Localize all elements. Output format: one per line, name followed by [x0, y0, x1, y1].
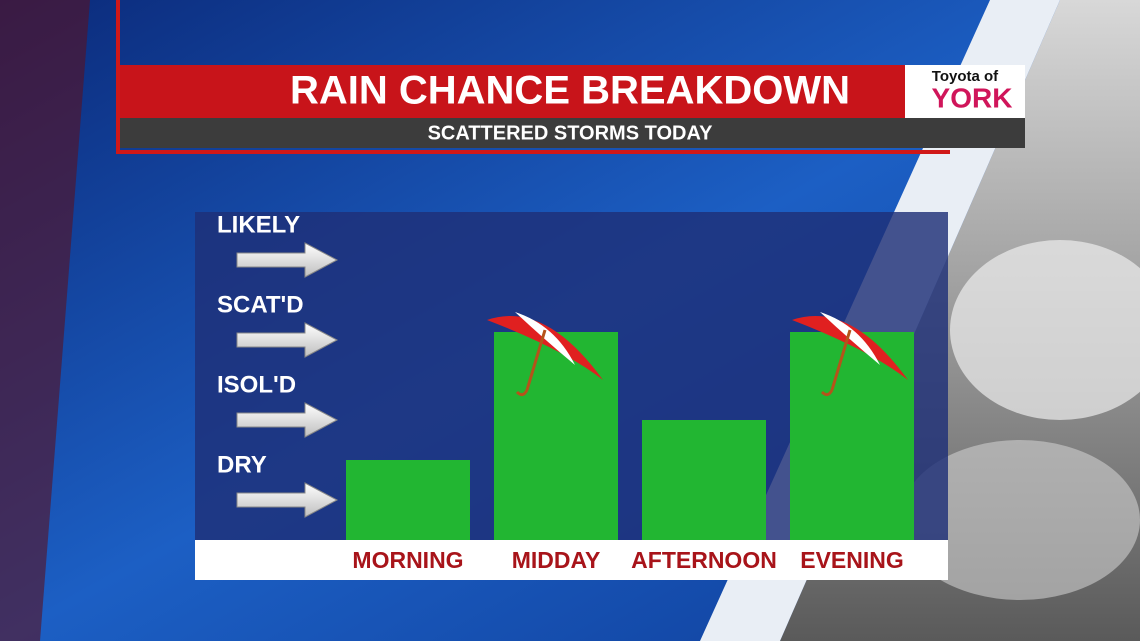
chart-title: RAIN CHANCE BREAKDOWN	[290, 69, 850, 113]
subtitle-bar	[120, 118, 1025, 148]
umbrella	[487, 312, 603, 397]
cloud	[950, 240, 1140, 420]
tick-arrow	[236, 482, 339, 518]
x-tick-label: EVENING	[800, 547, 904, 573]
tick-arrow	[236, 402, 339, 438]
x-tick-label: AFTERNOON	[631, 547, 777, 573]
y-tick-label: ISOL'D	[217, 371, 296, 398]
plot: DRY ISOL'D SCAT'D LIKELY MORNING MIDDAY AFTERN…	[217, 211, 914, 573]
background-stripe	[0, 0, 90, 641]
x-tick-label: MIDDAY	[512, 547, 601, 573]
chart-subtitle: SCATTERED STORMS TODAY	[428, 122, 714, 144]
y-tick-label: SCAT'D	[217, 291, 304, 318]
y-tick-label: LIKELY	[217, 211, 300, 238]
bar	[790, 332, 914, 540]
sponsor-line: Toyota of	[932, 68, 999, 85]
bar	[346, 460, 470, 540]
bar	[494, 332, 618, 540]
title-bar	[120, 65, 950, 118]
tick-arrow	[236, 322, 339, 358]
cloud	[900, 440, 1140, 600]
sponsor-name: YORK	[932, 82, 1013, 113]
bar	[642, 420, 766, 540]
sponsor-box	[905, 65, 1025, 118]
category-strip	[195, 540, 948, 580]
y-tick-label: DRY	[217, 451, 267, 478]
tick-arrow	[236, 242, 339, 278]
x-tick-label: MORNING	[352, 547, 463, 573]
umbrella	[792, 312, 908, 397]
